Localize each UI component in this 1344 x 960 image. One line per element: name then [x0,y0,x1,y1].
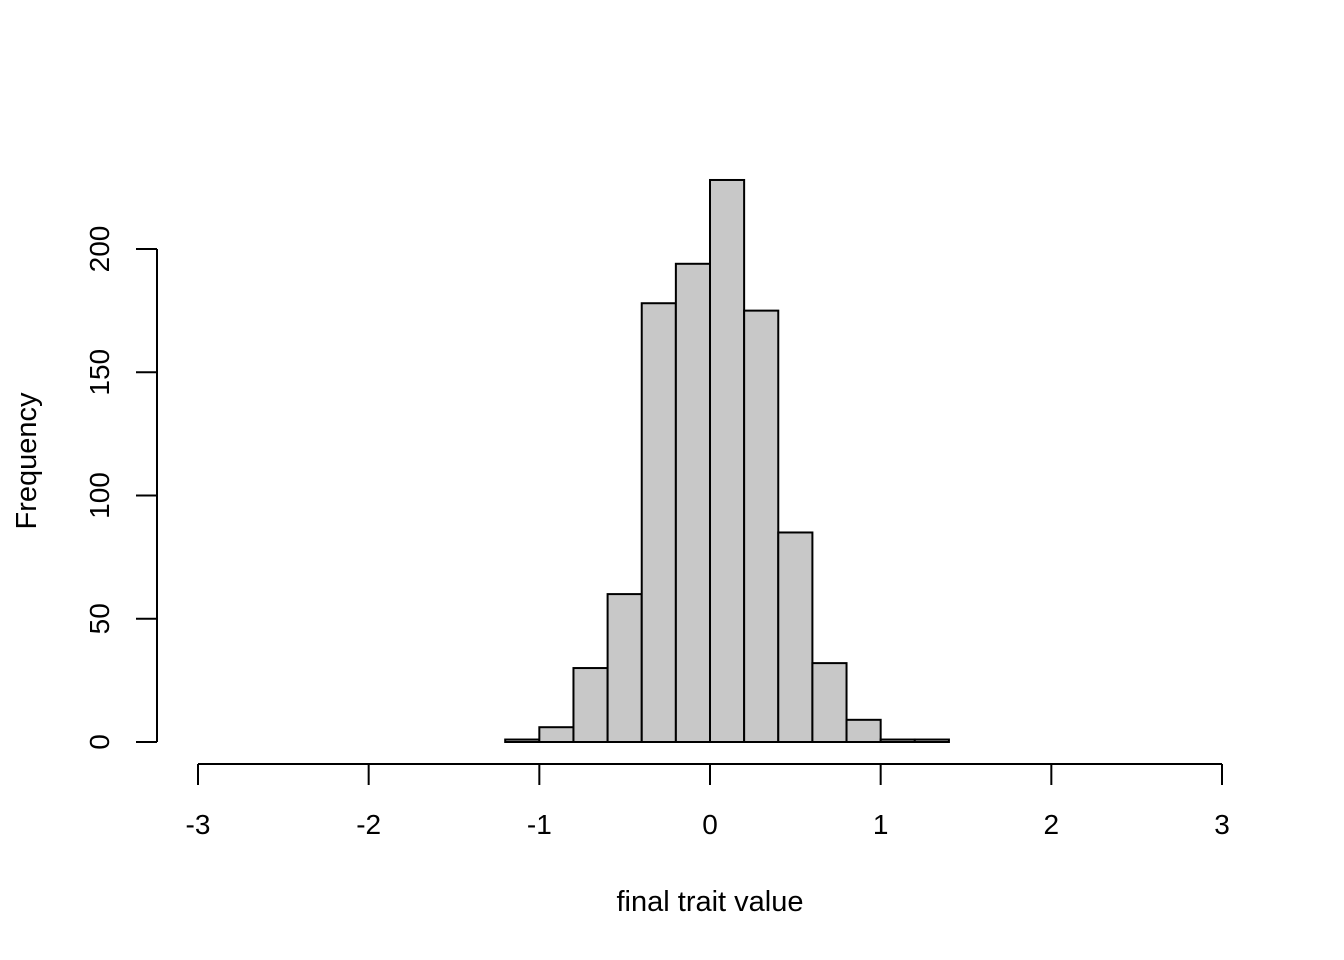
histogram-bar [538,726,575,744]
x-tick-label: 0 [702,809,718,840]
x-tick-label: -2 [356,809,381,840]
histogram-bar [606,593,643,743]
histogram-bar [845,718,882,744]
x-axis-title: final trait value [617,886,804,918]
histogram-bar [674,262,711,743]
histogram-bar [879,738,916,743]
x-tick-label: 3 [1214,809,1230,840]
histogram-bar [913,738,950,743]
x-tick-label: -1 [527,809,552,840]
x-tick-label: -3 [186,809,211,840]
x-tick-label: 2 [1044,809,1060,840]
y-tick-label: 100 [84,472,115,519]
histogram-bar [811,662,848,743]
y-axis: 0 50 100 150 200 [84,226,158,750]
y-tick-label: 50 [84,603,115,634]
histogram-bar [709,178,746,744]
histogram-bar [777,531,814,743]
y-tick-label: 150 [84,349,115,396]
histogram-bar [504,738,541,743]
histogram-bar [743,309,780,743]
y-tick-label: 0 [84,734,115,750]
x-tick-label: 1 [873,809,889,840]
histogram-bar [640,302,677,743]
y-axis-title: Frequency [11,392,43,530]
y-tick-label: 200 [84,226,115,273]
bars-group [504,178,950,744]
histogram-bar [572,667,609,743]
x-axis: -3 -2 -1 0 1 2 3 [186,763,1230,840]
